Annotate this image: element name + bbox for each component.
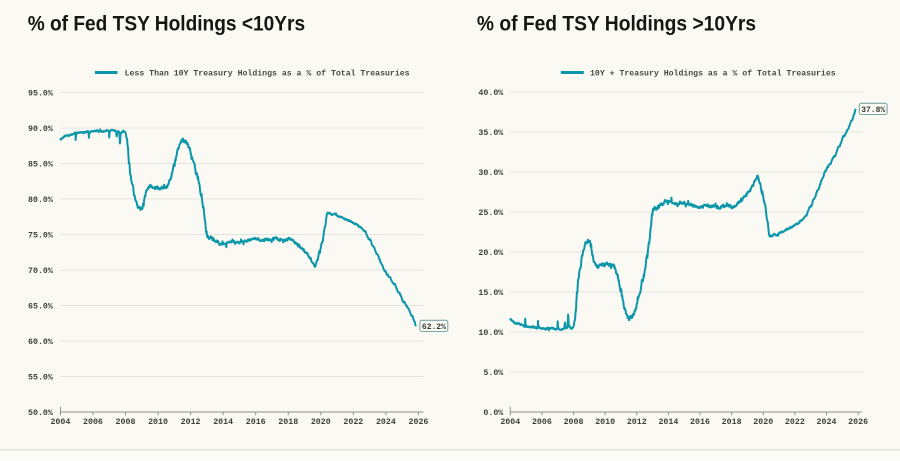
svg-text:2010: 2010 [595, 418, 615, 427]
svg-text:25.0%: 25.0% [478, 209, 503, 218]
svg-text:40.0%: 40.0% [478, 89, 503, 98]
svg-text:% of Fed TSY Holdings <10Yrs: % of Fed TSY Holdings <10Yrs [28, 11, 305, 35]
svg-text:Less Than 10Y Treasury Holding: Less Than 10Y Treasury Holdings as a % o… [125, 68, 410, 78]
svg-text:10Y + Treasury Holdings as a %: 10Y + Treasury Holdings as a % of Total … [590, 68, 836, 78]
svg-text:2014: 2014 [213, 418, 233, 427]
svg-text:2008: 2008 [116, 418, 136, 427]
svg-text:2018: 2018 [722, 418, 742, 427]
svg-text:75.0%: 75.0% [28, 231, 53, 240]
svg-text:2004: 2004 [500, 418, 520, 427]
svg-text:35.0%: 35.0% [478, 129, 503, 138]
svg-text:55.0%: 55.0% [28, 373, 53, 382]
svg-text:2022: 2022 [343, 418, 363, 427]
svg-text:2014: 2014 [658, 418, 678, 427]
svg-text:0.0%: 0.0% [483, 409, 503, 418]
svg-text:95.0%: 95.0% [28, 89, 53, 98]
svg-text:2012: 2012 [627, 418, 647, 427]
svg-text:85.0%: 85.0% [28, 160, 53, 169]
svg-text:2024: 2024 [817, 418, 837, 427]
svg-text:2016: 2016 [690, 418, 710, 427]
svg-text:90.0%: 90.0% [28, 125, 53, 134]
svg-text:37.8%: 37.8% [861, 106, 885, 115]
svg-text:20.0%: 20.0% [478, 249, 503, 258]
svg-text:2008: 2008 [564, 418, 584, 427]
svg-text:30.0%: 30.0% [478, 169, 503, 178]
svg-text:% of Fed TSY Holdings >10Yrs: % of Fed TSY Holdings >10Yrs [477, 11, 756, 35]
svg-text:10.0%: 10.0% [478, 329, 503, 338]
svg-text:2006: 2006 [83, 418, 103, 427]
svg-text:60.0%: 60.0% [28, 338, 53, 347]
svg-text:70.0%: 70.0% [28, 267, 53, 276]
svg-text:15.0%: 15.0% [478, 289, 503, 298]
svg-text:2004: 2004 [50, 418, 70, 427]
svg-text:80.0%: 80.0% [28, 196, 53, 205]
svg-text:2006: 2006 [532, 418, 552, 427]
svg-text:5.0%: 5.0% [483, 369, 503, 378]
svg-text:2010: 2010 [148, 418, 168, 427]
svg-text:2016: 2016 [246, 418, 266, 427]
svg-text:2026: 2026 [408, 418, 428, 427]
svg-text:2026: 2026 [848, 418, 868, 427]
svg-text:2012: 2012 [181, 418, 201, 427]
svg-text:2020: 2020 [753, 418, 773, 427]
svg-text:65.0%: 65.0% [28, 302, 53, 311]
svg-text:2022: 2022 [785, 418, 805, 427]
svg-text:50.0%: 50.0% [28, 409, 53, 418]
svg-text:2020: 2020 [311, 418, 331, 427]
svg-text:62.2%: 62.2% [422, 323, 446, 332]
svg-text:2024: 2024 [376, 418, 396, 427]
svg-text:2018: 2018 [278, 418, 298, 427]
